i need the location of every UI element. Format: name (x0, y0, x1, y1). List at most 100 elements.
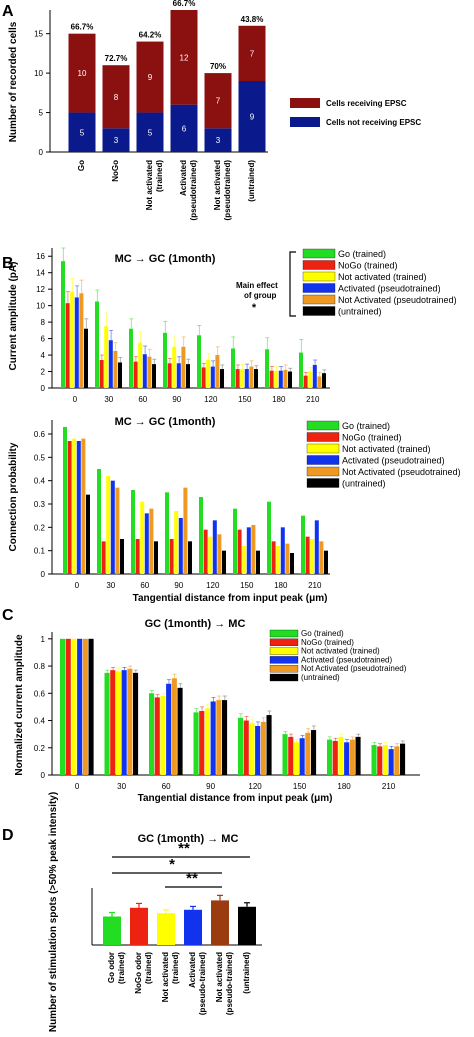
panel-c-bar (193, 712, 199, 775)
bar-no-epsc-value: 5 (80, 128, 85, 137)
panel-b2-bar (199, 497, 203, 574)
panel-d-ylabel: Number of stimulation spots (>50% peak i… (48, 792, 59, 1032)
legend-label-4: Not Activated (pseudotrained) (338, 295, 457, 305)
main-effect-label-2: of group (244, 291, 277, 300)
bar-no-epsc (238, 81, 266, 152)
panel-c-xtick-label: 60 (162, 782, 171, 791)
bar-no-epsc (68, 112, 96, 152)
panel-b1-bar (210, 366, 215, 388)
panel-b1-bar (61, 261, 65, 388)
panel-c-xtick-label: 90 (206, 782, 215, 791)
panel-b2-yticks: 0 0.1 0.2 0.3 0.4 0.5 0.6 (34, 430, 52, 579)
panel-a-ytick-label: 15 (34, 30, 43, 39)
panel-c-bar (204, 708, 210, 775)
panel-c-yticks: 0 0.2 0.4 0.6 0.8 1 (34, 635, 52, 780)
panel-d-xtick-line: (untrained) (242, 952, 251, 994)
panel-c-bar (166, 683, 172, 775)
panel-c-bar (60, 638, 66, 775)
panel-c-bar (243, 720, 249, 775)
panel-c-bar (327, 739, 333, 775)
panel-c-xticks: 0 30 60 90 120 150 180 210 (75, 782, 396, 791)
panel-b1-ytick-label: 4 (41, 351, 46, 360)
panel-c-bar (338, 736, 344, 775)
panel-d-xtick-label: (untrained) (242, 952, 251, 994)
panel-a-xtick-line: Go (77, 160, 86, 171)
bar-epsc (238, 25, 266, 81)
panel-b2-bar (174, 511, 179, 574)
panel-c-title: GC (1month) → MC (145, 618, 246, 630)
panel-b-label: B (2, 255, 14, 272)
panel-b1-ytick-label: 6 (41, 335, 46, 344)
panel-b2-xtick-label: 90 (174, 581, 183, 590)
panel-d-xlabels: Go odor(trained) NoGo odor(trained) Not ac… (107, 952, 251, 1015)
panel-b1-bar (99, 360, 104, 388)
panel-b2-bar (256, 550, 260, 574)
panel-b2-xtick-label: 0 (75, 581, 80, 590)
panel-b1-xtick-label: 120 (204, 395, 218, 404)
panel-c-bar (299, 738, 305, 775)
panel-c-bar (121, 670, 127, 775)
panel-b2-bar (305, 536, 310, 574)
panel-b2-bar (233, 508, 237, 574)
legend-label-4: Not Activated (pseudotrained) (342, 467, 461, 477)
bar-epsc (170, 10, 198, 105)
panel-b2-bar (131, 490, 135, 574)
panel-b2-bar (251, 525, 256, 574)
panel-a-ytick-label: 10 (34, 69, 43, 78)
panel-c-bar (115, 671, 121, 775)
panel-b2-bar (217, 534, 222, 574)
bar-epsc-value: 7 (216, 97, 221, 106)
legend-swatch-5 (269, 673, 299, 682)
panel-b1-bar (317, 376, 322, 388)
panel-b1-bar (104, 326, 109, 388)
panel-a: Number of recorded cells 0 5 10 15 5 10 66.7%… (8, 0, 421, 220)
legend-label-5: (untrained) (338, 307, 382, 317)
panel-b1-bar (254, 369, 258, 388)
legend-swatch-2 (306, 443, 340, 454)
bar-percent-label: 66.7% (173, 0, 196, 8)
panel-b1-bar (278, 370, 283, 388)
panel-c-bar (349, 739, 355, 775)
panel-b1-bar (308, 371, 313, 388)
legend-label-0: Go (trained) (342, 421, 390, 431)
panel-a-ytick-label: 5 (39, 109, 44, 118)
panel-b1-bar (197, 335, 201, 388)
panel-b1-bar (129, 328, 133, 388)
bar-percent-label: 72.7% (105, 54, 128, 63)
panel-c-bar (88, 638, 94, 775)
bar-no-epsc-value: 5 (148, 128, 153, 137)
legend-swatch-4 (269, 665, 299, 673)
panel-b1-ytick-label: 16 (36, 252, 45, 261)
panel-a-ylabel: Number of recorded cells (8, 21, 19, 142)
legend-swatch-3 (269, 656, 299, 664)
bar-no-epsc (136, 112, 164, 152)
panel-c-xtick-label: 30 (117, 782, 126, 791)
panel-c-bar (127, 668, 133, 775)
panel-b1-bar (163, 332, 167, 388)
legend-swatch-3 (306, 455, 340, 465)
panel-b1-bar (181, 346, 186, 388)
panel-b1-bar (138, 342, 143, 388)
panel-b1-title: MC → GC (1month) (115, 253, 216, 265)
panel-b1-ytick-label: 14 (36, 269, 45, 278)
legend-swatch-1 (306, 432, 340, 442)
panel-c-bar (199, 710, 205, 775)
legend-swatch-0 (306, 420, 340, 431)
panel-d-xtick-line: (pseudo-trained) (198, 952, 207, 1015)
panel-b1-xticks: 0 30 60 90 120 150 180 210 (73, 395, 320, 404)
panel-b2-bar (212, 520, 217, 574)
legend-label-2: Not activated (trained) (338, 272, 427, 282)
bar-no-epsc-value: 3 (216, 136, 221, 145)
legend-label-epsc: Cells receiving EPSC (326, 99, 407, 108)
panel-c-ytick-label: 0.6 (34, 689, 46, 698)
bar-epsc-value: 9 (148, 73, 153, 82)
panel-b2-ytick-label: 0.6 (34, 430, 46, 439)
legend-label-0: Go (trained) (338, 249, 386, 259)
panel-b2-bar (237, 529, 242, 574)
panel-d: GC (1month) → MC Number of stimulation s… (48, 792, 262, 1032)
panel-b-probability: MC → GC (1month) Connection probability … (8, 416, 461, 604)
legend-swatch-1 (269, 638, 299, 646)
legend-label-5: (untrained) (301, 673, 340, 682)
panel-b2-bar (183, 487, 188, 574)
